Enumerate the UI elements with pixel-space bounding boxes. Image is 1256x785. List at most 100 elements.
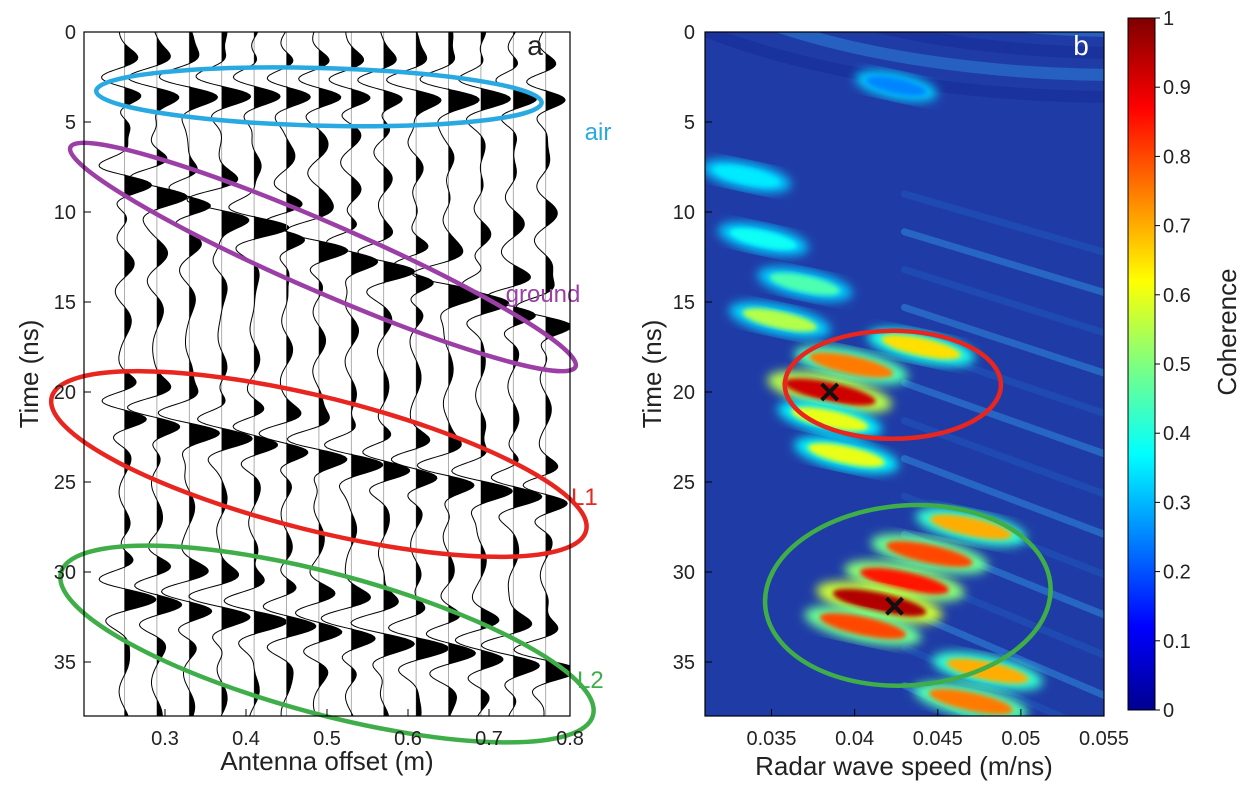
- event-label-L1: L1: [571, 484, 598, 511]
- colorbar-tick-label: 0.9: [1163, 77, 1191, 99]
- y-tick-label: 20: [54, 382, 76, 404]
- colorbar-tick-label: 0.5: [1163, 354, 1191, 376]
- event-ellipse-ground: [67, 140, 579, 374]
- y-tick-label: 15: [673, 292, 695, 314]
- trace-fill: [189, 32, 220, 716]
- colorbar: 0 0.1 0.2 0.3 0.4 0.5 0.6 0.7 0.8 0.9 1 Coherence: [1127, 8, 1242, 722]
- coherence-peak: [915, 507, 1027, 547]
- panel-b-y-ticks: 0 5 10 15 20 25 30 35: [673, 22, 712, 674]
- coherence-peak: [794, 436, 899, 474]
- background-band: [901, 228, 1104, 297]
- colorbar-tick-label: 0.1: [1163, 631, 1191, 653]
- trace-wiggle: [386, 32, 450, 716]
- trace-fill: [383, 32, 415, 716]
- coherence-peak: [718, 222, 809, 256]
- trace-wiggle: [412, 32, 482, 716]
- coherence-peak-core: [881, 334, 961, 360]
- panel-a-y-axis-label: Time (ns): [14, 320, 44, 429]
- x-tick-label: 0.035: [746, 728, 796, 750]
- x-tick-label: 0.045: [913, 728, 963, 750]
- panel-a-traces: [98, 32, 570, 716]
- coherence-peak-core: [807, 443, 885, 467]
- coherence-peak: [914, 682, 1028, 716]
- coherence-peak-core: [791, 407, 869, 431]
- y-tick-label: 15: [54, 292, 76, 314]
- trace-fill: [448, 32, 482, 716]
- x-tick-label: 0.05: [1001, 728, 1040, 750]
- x-tick-label: 0.04: [835, 728, 874, 750]
- colorbar-tick-label: 0.2: [1163, 562, 1191, 584]
- x-tick-label: 0.5: [313, 728, 341, 750]
- panel-b-x-ticks: 0.035 0.04 0.045 0.05 0.055: [746, 709, 1129, 750]
- coherence-peak: [932, 651, 1043, 691]
- event-label-ground: ground: [506, 281, 581, 308]
- trace-wiggle: [98, 32, 157, 716]
- x-tick-label: 0.8: [556, 728, 584, 750]
- trace-fill: [221, 32, 253, 716]
- y-tick-label: 10: [54, 202, 76, 224]
- coherence-peak-core: [769, 272, 840, 296]
- colorbar-tick-label: 0.7: [1163, 216, 1191, 238]
- trace-wiggle: [513, 32, 570, 716]
- trace-fill: [286, 32, 316, 716]
- trace-wiggle: [186, 32, 253, 716]
- coherence-peak: [757, 266, 853, 302]
- coherence-peak-core: [819, 613, 907, 639]
- coherence-peak-core: [742, 308, 818, 332]
- y-tick-label: 35: [54, 652, 76, 674]
- coherence-peak: [844, 560, 965, 602]
- panel-b-x-axis-label: Radar wave speed (m/ns): [755, 751, 1053, 781]
- trace-wiggle: [223, 32, 290, 716]
- trace-fill: [124, 32, 156, 716]
- panel-a-x-axis-label: Antenna offset (m): [220, 746, 433, 776]
- background-band: [901, 303, 1104, 377]
- marker-stroke: [885, 596, 904, 616]
- trace-fill: [351, 32, 383, 716]
- colorbar-tick-label: 0: [1163, 700, 1174, 722]
- y-tick-label: 0: [65, 22, 76, 44]
- panel-a-x-ticks: 0.3 0.4 0.5 0.6 0.7 0.8: [151, 709, 584, 750]
- panel-b-y-axis-label: Time (ns): [637, 320, 667, 429]
- y-tick-label: 35: [673, 652, 695, 674]
- colorbar-ticks: 0 0.1 0.2 0.3 0.4 0.5 0.6 0.7 0.8 0.9 1: [1155, 8, 1191, 722]
- coherence-peak: [855, 70, 938, 102]
- y-tick-label: 25: [673, 472, 695, 494]
- panel-b-label: b: [1073, 30, 1089, 61]
- coherence-peak-core: [946, 658, 1029, 684]
- marker-stroke: [820, 382, 840, 402]
- coherence-peak-core: [729, 228, 797, 250]
- x-tick-label: 0.7: [475, 728, 503, 750]
- colorbar-tick-label: 0.3: [1163, 492, 1191, 514]
- panel-a-y-ticks: 0 5 10 15 20 25 30 35: [54, 22, 91, 674]
- coherence-peak: [867, 328, 975, 366]
- background-band: [1018, 32, 1104, 37]
- max-coherence-marker-2: [885, 596, 904, 616]
- coherence-peak-core: [928, 688, 1014, 715]
- colorbar-tick-label: 0.6: [1163, 285, 1191, 307]
- panel-b-frame: [704, 31, 1105, 717]
- background-band: [901, 266, 1104, 337]
- background-band: [901, 379, 1104, 458]
- event-label-air: air: [585, 119, 612, 146]
- trace-wiggle: [285, 32, 349, 716]
- trace-wiggle: [480, 32, 543, 716]
- heatmap-coherence-peaks: [705, 70, 1043, 716]
- coherence-peak-core: [860, 567, 949, 595]
- background-band: [901, 606, 1104, 700]
- background-band: [791, 0, 1256, 9]
- background-band: [901, 455, 1104, 538]
- colorbar-tick-label: 0.8: [1163, 146, 1191, 168]
- trace-fill: [318, 32, 348, 716]
- event-ellipse-air: [93, 65, 544, 129]
- x-tick-label: 0.4: [232, 728, 260, 750]
- panel-b-ellipses: [762, 328, 1053, 688]
- y-tick-label: 5: [65, 112, 76, 134]
- coherence-peak: [705, 159, 791, 193]
- panel-a-ellipses: air ground L1 L2: [48, 65, 612, 745]
- trace-wiggle: [258, 32, 317, 716]
- trace-fill: [156, 32, 188, 716]
- trace-fill: [513, 32, 542, 716]
- coherence-peak-core: [713, 165, 780, 187]
- y-tick-label: 5: [684, 112, 695, 134]
